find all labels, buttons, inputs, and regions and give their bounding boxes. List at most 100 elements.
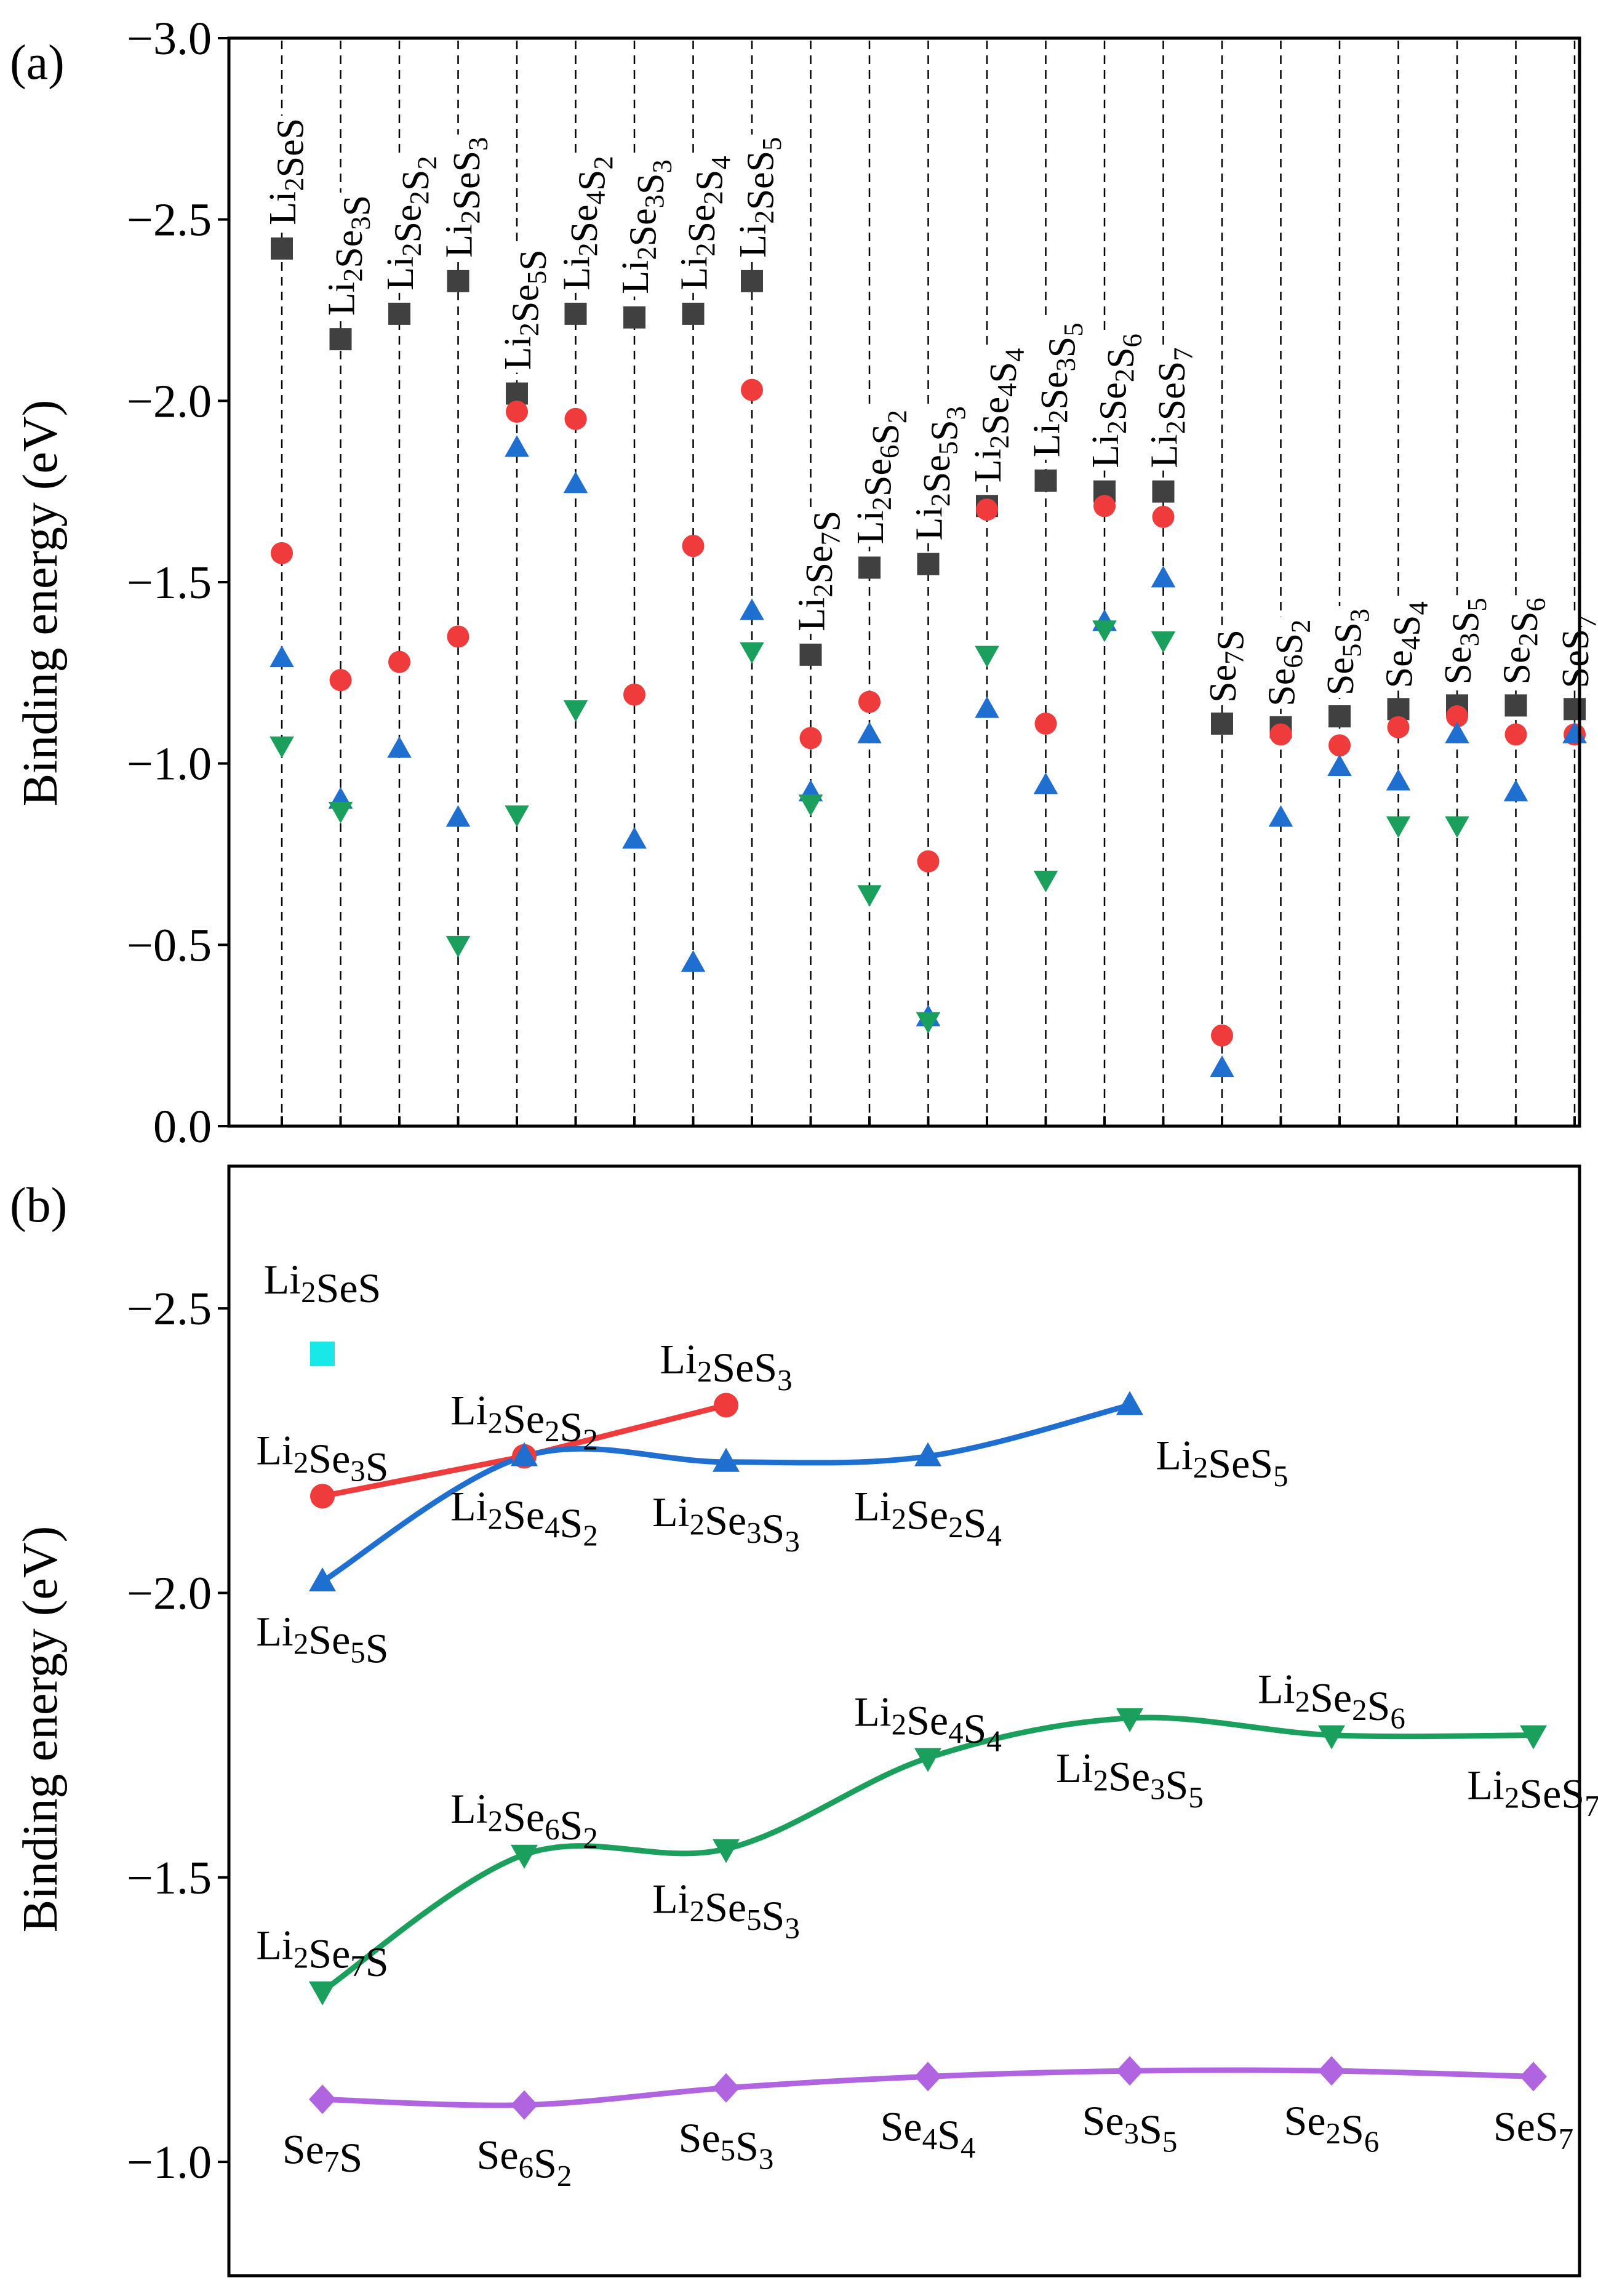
a-circle-marker	[564, 407, 587, 430]
y-tick-label: 0.0	[153, 1101, 212, 1153]
label-backdrop	[791, 508, 849, 634]
compound-label: Se3S5	[1437, 598, 1492, 684]
label-backdrop	[1496, 595, 1551, 687]
b-diamond-marker	[1318, 2056, 1345, 2086]
y-tick-label: −2.0	[127, 1567, 212, 1619]
a-up_triangle-marker	[681, 950, 706, 972]
panel-a-frame	[227, 36, 1581, 1128]
point-label: Li2Se7S	[256, 1922, 388, 1985]
b-down_triangle-marker	[309, 1981, 336, 2006]
panel-b-point-labels: Li2SeS Li2Se3S Li2Se2S2 Li2SeS3 Li2Se5S Li2Se…	[256, 1256, 1598, 2193]
point-label: Li2Se3S	[256, 1426, 388, 1490]
a-down_triangle-marker	[1033, 870, 1058, 892]
b-circle-marker	[310, 1484, 335, 1509]
panel-a-y-ticks: −3.0 −2.5 −2.0 −1.5 −1.0 −0.5 0.0	[127, 13, 1576, 1153]
a-square-marker	[858, 556, 881, 579]
a-square-marker	[329, 328, 352, 351]
a-up_triangle-marker	[975, 696, 999, 718]
b-down_triangle-marker	[713, 1839, 740, 1863]
label-backdrop	[1026, 320, 1089, 460]
a-up_triangle-marker	[1445, 721, 1469, 743]
label-backdrop	[1085, 331, 1148, 471]
a-square-marker	[1034, 469, 1057, 492]
b-up_triangle-marker	[914, 1442, 941, 1466]
a-up_triangle-marker	[1151, 566, 1176, 588]
a-circle-marker	[506, 401, 528, 423]
a-circle-marker	[858, 690, 881, 713]
a-up_triangle-marker	[387, 736, 412, 758]
a-circle-marker	[917, 850, 940, 873]
point-label: Se4S4	[881, 2103, 976, 2164]
compound-label: Se6S2	[1261, 620, 1316, 706]
label-backdrop	[967, 345, 1030, 486]
a-down_triangle-marker	[563, 700, 588, 722]
panel-a: (a) Binding energy (eV) −3.0 −2.5 −2.0 −1.5…	[10, 13, 1598, 1153]
point-label: Li2Se3S5	[1056, 1745, 1204, 1814]
label-backdrop	[1202, 627, 1252, 705]
a-up_triangle-marker	[1503, 780, 1528, 802]
a-down_triangle-marker	[505, 805, 529, 827]
compound-label: Se7S	[1202, 630, 1252, 703]
a-up_triangle-marker	[1327, 754, 1352, 776]
a-up_triangle-marker	[740, 598, 764, 620]
a-up_triangle-marker	[1210, 1055, 1234, 1078]
a-down_triangle-marker	[1092, 620, 1117, 642]
point-label: Li2SeS5	[1156, 1431, 1288, 1492]
a-down_triangle-marker	[975, 646, 999, 668]
label-backdrop	[1261, 617, 1316, 709]
compound-label: Li2SeS	[262, 118, 311, 225]
label-backdrop	[1437, 595, 1492, 687]
a-circle-marker	[1328, 734, 1351, 757]
a-circle-marker	[1504, 723, 1527, 746]
a-circle-marker	[976, 498, 998, 521]
a-up_triangle-marker	[622, 826, 647, 849]
a-circle-marker	[271, 542, 293, 564]
label-backdrop	[850, 407, 913, 547]
a-down_triangle-marker	[857, 885, 882, 907]
label-backdrop	[438, 134, 493, 260]
compound-label: Li2SeS3	[439, 137, 493, 258]
compound-label: Li2Se3S5	[1026, 322, 1089, 457]
b-up_triangle-marker	[1116, 1391, 1143, 1415]
label-backdrop	[1320, 606, 1375, 698]
a-up_triangle-marker	[857, 721, 882, 743]
a-down_triangle-marker	[1445, 816, 1469, 838]
y-tick-label: −1.0	[127, 738, 212, 790]
a-circle-marker	[682, 535, 705, 558]
a-up_triangle-marker	[270, 646, 294, 668]
b-diamond-marker	[511, 2090, 538, 2120]
point-label: Li2SeS	[264, 1256, 382, 1311]
point-label: Li2Se3S3	[652, 1489, 800, 1558]
label-backdrop	[615, 157, 677, 297]
compound-label: Li2Se2S6	[1085, 334, 1147, 468]
point-label: Se3S5	[1082, 2097, 1178, 2158]
a-circle-marker	[1446, 705, 1468, 728]
a-down_triangle-marker	[916, 1012, 941, 1034]
compound-label: Li2Se5S	[497, 249, 554, 370]
point-label: Li2Se2S6	[1258, 1666, 1405, 1735]
a-down_triangle-marker	[445, 935, 471, 958]
a-circle-marker	[329, 669, 352, 692]
a-down_triangle-marker	[1151, 631, 1176, 653]
a-circle-marker	[1093, 495, 1116, 518]
a-square-marker	[799, 643, 822, 666]
a-up_triangle-marker	[563, 471, 588, 494]
panel-a-markers	[270, 237, 1587, 1078]
a-square-marker	[1328, 705, 1351, 728]
a-circle-marker	[388, 650, 410, 673]
label-backdrop	[673, 153, 736, 293]
label-backdrop	[556, 153, 618, 293]
point-label: Li2Se5S	[256, 1608, 388, 1671]
compound-label: Li2Se4S2	[556, 156, 618, 290]
a-down_triangle-marker	[798, 794, 823, 817]
panel-a-letter: (a)	[10, 36, 65, 90]
point-label: Se2S6	[1284, 2097, 1380, 2158]
panel-b-markers	[309, 1342, 1547, 2120]
compound-label: Li2SeS5	[732, 137, 787, 258]
label-backdrop	[321, 192, 378, 319]
series-line	[321, 1402, 1131, 1584]
point-label: Se6S2	[477, 2132, 572, 2193]
a-down_triangle-marker	[270, 736, 294, 758]
a-square-marker	[447, 270, 469, 292]
a-square-marker	[388, 302, 410, 325]
